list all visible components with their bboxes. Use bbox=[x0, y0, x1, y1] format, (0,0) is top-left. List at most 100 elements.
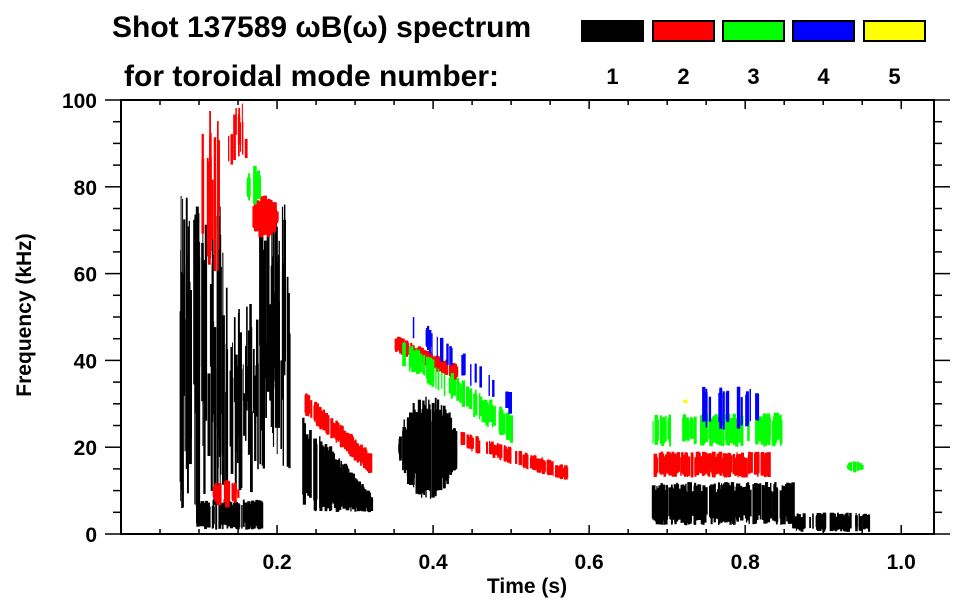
spectral-mark bbox=[711, 454, 714, 475]
spectral-mark bbox=[269, 304, 272, 401]
spectral-mark bbox=[769, 490, 773, 519]
spectral-mark bbox=[685, 421, 687, 440]
spectral-mark bbox=[819, 514, 824, 529]
spectral-mark bbox=[681, 452, 684, 474]
spectral-mark bbox=[868, 514, 871, 532]
spectral-mark bbox=[474, 363, 477, 383]
spectral-mark bbox=[861, 464, 864, 470]
spectral-mark bbox=[437, 368, 440, 391]
spectral-mark bbox=[219, 505, 221, 528]
spectral-mark bbox=[246, 306, 248, 411]
spectral-mark bbox=[844, 513, 848, 530]
spectral-mark bbox=[734, 457, 737, 476]
mode-2-feature bbox=[304, 393, 373, 473]
spectral-mark bbox=[659, 415, 662, 444]
spectral-mark bbox=[539, 459, 541, 472]
mode-2-feature bbox=[212, 480, 240, 508]
mode-1-feature bbox=[302, 417, 374, 513]
spectral-mark bbox=[330, 418, 334, 439]
spectral-mark bbox=[428, 399, 430, 480]
spectral-mark bbox=[509, 415, 513, 443]
spectral-mark bbox=[210, 158, 212, 252]
spectral-mark bbox=[709, 418, 713, 447]
spectral-mark bbox=[680, 457, 682, 476]
spectral-mark bbox=[695, 485, 699, 521]
spectral-mark bbox=[713, 451, 716, 478]
spectral-mark bbox=[435, 367, 437, 389]
spectral-mark bbox=[508, 448, 512, 463]
spectral-mark bbox=[451, 365, 453, 376]
spectral-mark bbox=[727, 453, 731, 475]
spectral-mark bbox=[701, 455, 706, 473]
spectral-mark bbox=[314, 403, 316, 422]
spectral-mark bbox=[321, 411, 324, 428]
spectral-mark bbox=[654, 420, 659, 442]
spectral-mark bbox=[468, 438, 471, 449]
spectral-mark bbox=[258, 201, 262, 237]
y-tick-label: 80 bbox=[74, 177, 97, 200]
spectral-mark bbox=[498, 411, 502, 431]
spectral-mark bbox=[338, 427, 340, 442]
spectral-mark bbox=[310, 400, 313, 418]
title-line-1: Shot 137589 ωB(ω) spectrum bbox=[112, 11, 531, 44]
spectral-mark bbox=[306, 395, 310, 414]
spectral-mark bbox=[508, 420, 511, 440]
axes: 0.2 0.4 0.6 0.8 1.0 0 20 40 60 80 100 bbox=[62, 90, 950, 574]
spectral-mark bbox=[399, 338, 403, 354]
spectral-mark bbox=[340, 469, 343, 506]
spectral-mark bbox=[189, 290, 192, 439]
spectral-mark bbox=[217, 204, 220, 250]
spectral-mark bbox=[363, 449, 367, 469]
spectral-mark bbox=[450, 373, 453, 399]
mode-1-feature bbox=[259, 204, 291, 469]
spectral-mark bbox=[445, 359, 448, 375]
spectral-mark bbox=[765, 490, 768, 517]
spectral-mark bbox=[267, 198, 271, 234]
spectral-mark bbox=[684, 485, 686, 515]
spectral-mark bbox=[304, 395, 306, 413]
spectral-mark bbox=[212, 499, 214, 529]
spectral-mark bbox=[339, 467, 341, 509]
spectral-mark bbox=[215, 501, 218, 530]
spectral-mark bbox=[307, 438, 311, 496]
spectral-mark bbox=[245, 345, 247, 441]
spectral-mark bbox=[197, 503, 201, 527]
spectral-mark bbox=[702, 386, 706, 422]
spectral-mark bbox=[325, 413, 328, 433]
mode-2-feature bbox=[653, 451, 771, 478]
spectral-mark bbox=[434, 397, 437, 497]
spectral-mark bbox=[213, 390, 215, 483]
spectral-mark bbox=[740, 415, 744, 446]
spectral-mark bbox=[549, 461, 553, 475]
spectral-mark bbox=[470, 364, 472, 386]
spectral-mark bbox=[425, 328, 428, 347]
legend-swatch bbox=[652, 20, 715, 42]
spectral-mark bbox=[682, 454, 687, 475]
spectral-mark bbox=[532, 456, 535, 470]
spectral-mark bbox=[451, 366, 455, 379]
legend-swatch bbox=[792, 20, 855, 42]
spectral-mark bbox=[471, 438, 474, 449]
spectral-mark bbox=[217, 121, 219, 271]
spectral-mark bbox=[233, 317, 236, 403]
spectral-mark bbox=[855, 513, 857, 529]
spectral-mark bbox=[273, 209, 277, 225]
spectral-mark bbox=[430, 359, 435, 382]
spectral-mark bbox=[671, 451, 675, 476]
spectral-mark bbox=[409, 412, 413, 485]
spectral-mark bbox=[669, 454, 672, 474]
spectral-mark bbox=[672, 488, 675, 515]
spectral-mark bbox=[754, 491, 757, 524]
spectral-mark bbox=[254, 375, 257, 461]
mode-2-feature bbox=[228, 103, 248, 165]
spectral-mark bbox=[489, 440, 491, 454]
spectral-mark bbox=[231, 483, 234, 500]
spectral-mark bbox=[461, 380, 466, 407]
spectral-mark bbox=[211, 227, 214, 391]
spectral-mark bbox=[207, 373, 211, 456]
mode-4-feature bbox=[702, 386, 760, 430]
legend-swatch bbox=[863, 20, 926, 42]
legend-item-mode-5: 5 bbox=[863, 20, 926, 89]
spectral-mark bbox=[768, 418, 771, 439]
spectral-mark bbox=[695, 451, 699, 473]
